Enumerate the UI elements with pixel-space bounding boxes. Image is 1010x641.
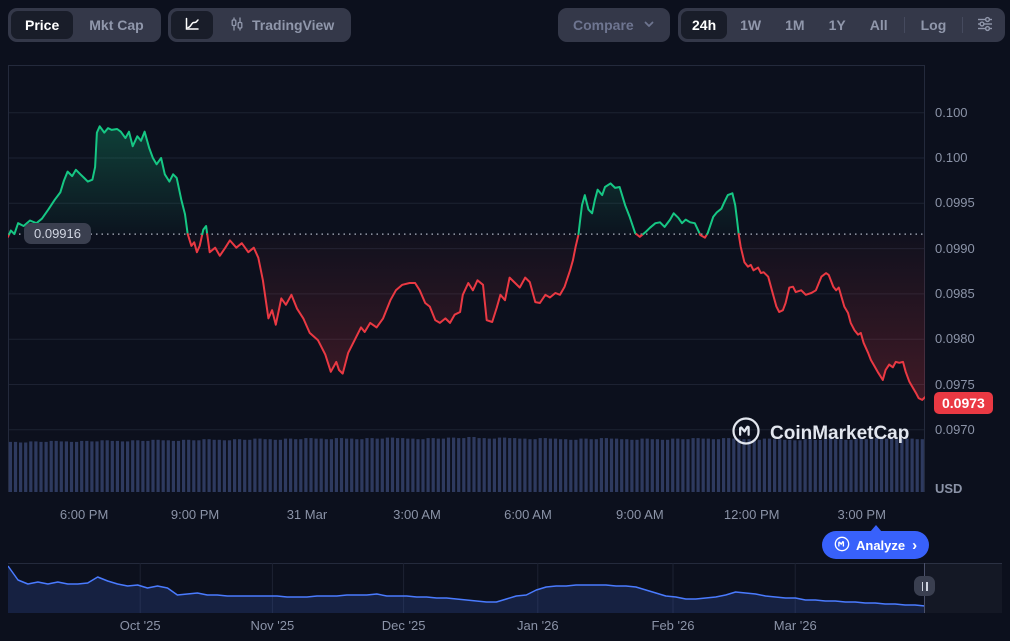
price-chart-plot[interactable] <box>8 65 925 492</box>
x-axis-label: 9:00 AM <box>615 507 664 522</box>
price-tab[interactable]: Price <box>11 11 74 39</box>
range-24h-button[interactable]: 24h <box>681 11 728 39</box>
x-axis-label: 31 Mar <box>286 507 328 522</box>
y-axis-label: 0.0980 <box>935 331 975 347</box>
compare-button[interactable]: Compare <box>558 8 670 42</box>
range-all-button[interactable]: All <box>859 11 899 39</box>
y-axis-label: 0.0995 <box>935 195 975 211</box>
range-1m-button[interactable]: 1M <box>774 11 815 39</box>
y-axis-label: 0.0990 <box>935 240 975 256</box>
analyze-button[interactable]: Analyze › <box>822 525 930 559</box>
coinmarketcap-label: CoinMarketCap <box>770 423 910 444</box>
coinmarketcap-logo-icon <box>731 416 761 452</box>
range-1y-button[interactable]: 1Y <box>818 11 857 39</box>
compare-label: Compare <box>573 17 634 33</box>
navigator-month-label: Nov '25 <box>250 618 295 633</box>
line-chart-icon <box>184 16 200 35</box>
y-axis-label: 0.100 <box>935 104 968 120</box>
log-scale-button[interactable]: Log <box>910 11 958 39</box>
chevron-right-icon: › <box>912 536 918 554</box>
currency-label: USD <box>935 481 963 496</box>
tradingview-label: TradingView <box>252 17 335 33</box>
navigator-handle[interactable] <box>914 576 935 596</box>
analyze-label: Analyze <box>856 537 906 553</box>
x-axis-label: 6:00 AM <box>504 507 552 522</box>
y-axis-label: 0.0975 <box>935 376 975 392</box>
baseline-price-label: 0.09916 <box>24 223 91 245</box>
navigator-month-label: Feb '26 <box>651 618 695 633</box>
navigator-month-label: Oct '25 <box>119 618 161 633</box>
mktcap-tab[interactable]: Mkt Cap <box>75 11 157 39</box>
divider <box>903 17 905 33</box>
line-chart-button[interactable] <box>171 11 213 39</box>
last-price-badge: 0.0973 <box>934 391 993 414</box>
chart-type-toggle: TradingView <box>168 8 352 42</box>
analyze-logo-icon <box>834 536 850 555</box>
handle-grip-icon <box>921 581 923 591</box>
price-mktcap-toggle: Price Mkt Cap <box>8 8 161 42</box>
range-selector: 24h 1W 1M 1Y All Log <box>678 8 1006 42</box>
coinmarketcap-watermark: CoinMarketCap <box>731 416 909 452</box>
handle-grip-icon <box>926 581 928 591</box>
y-axis-label: 0.0970 <box>935 421 975 437</box>
x-axis-label: 12:00 PM <box>723 507 780 522</box>
y-axis-label: 0.100 <box>935 150 968 165</box>
range-navigator-track[interactable] <box>8 563 1002 613</box>
chevron-down-icon <box>643 17 655 33</box>
x-axis-label: 9:00 PM <box>170 507 220 522</box>
candlestick-icon <box>229 16 245 35</box>
navigator-month-label: Mar '26 <box>773 618 817 633</box>
tradingview-button[interactable]: TradingView <box>215 11 348 39</box>
chart-settings-button[interactable] <box>968 11 1002 39</box>
sliders-icon <box>976 16 994 35</box>
x-axis-label: 6:00 PM <box>59 507 109 522</box>
navigator-month-label: Jan '26 <box>517 618 559 633</box>
x-axis-label: 3:00 PM <box>837 507 886 522</box>
range-1w-button[interactable]: 1W <box>729 11 772 39</box>
x-axis-label: 3:00 AM <box>393 507 441 522</box>
navigator-month-label: Dec '25 <box>381 618 426 633</box>
divider <box>962 17 964 33</box>
y-axis-label: 0.0985 <box>935 285 975 301</box>
